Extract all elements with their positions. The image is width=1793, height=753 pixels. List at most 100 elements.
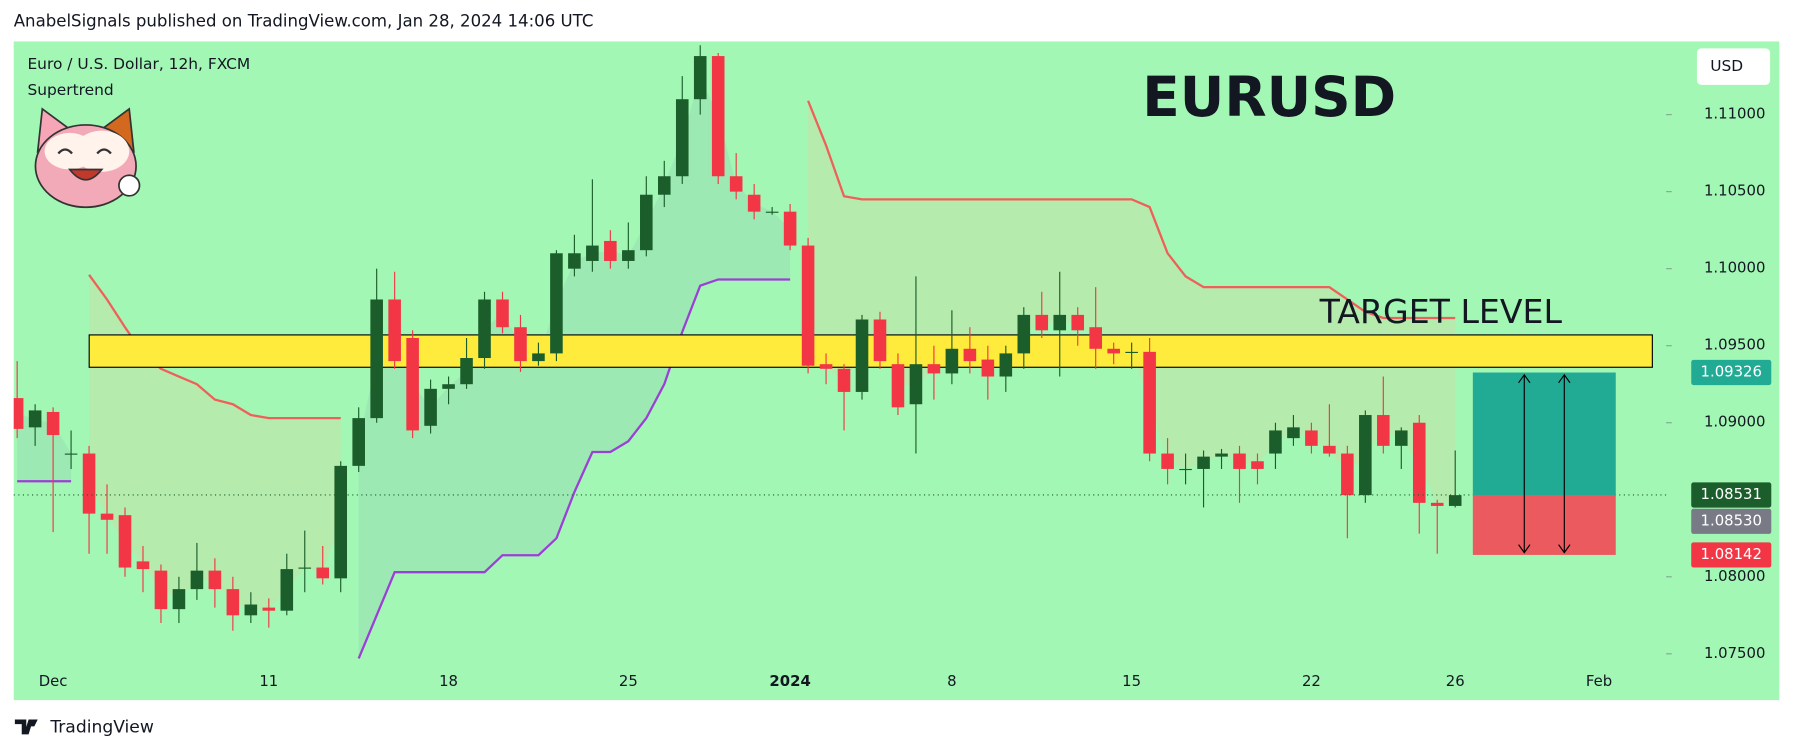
candle-body [981,359,995,377]
candle-body [28,410,42,428]
y-tick-label: 1.09000 [1704,413,1765,431]
price-tag-label: 1.08530 [1701,511,1762,529]
arrow-head [1558,544,1571,554]
candle-body [514,327,527,362]
candle-body [172,589,186,610]
x-tick-label: 26 [1446,672,1465,690]
x-tick-label: 18 [439,672,458,690]
x-tick-label: Dec [39,672,68,690]
y-tick-label: 1.07500 [1704,644,1765,662]
candle-body [801,245,815,366]
trend-fill [89,274,341,610]
candle-body [1125,351,1138,354]
candle-body [298,567,312,569]
indicator-label: Supertrend [27,81,113,99]
price-tag [1691,482,1772,508]
candle-body [1107,348,1120,354]
arrow-head [1558,373,1571,384]
candle-body [693,56,707,100]
y-tick-label: 1.10000 [1704,259,1765,277]
candle-body [370,299,383,419]
candle-body [855,319,869,392]
candle-body [532,353,545,362]
candle-body [1412,422,1426,503]
candle-body [1377,415,1390,446]
candle-body [550,253,563,354]
candle-body [226,589,240,616]
candle-body [640,194,653,251]
chart-title: EURUSD [1142,65,1396,129]
candle-body [496,299,509,328]
price-tag-label: 1.08531 [1701,485,1762,503]
annotation: TARGET LEVEL [1319,292,1563,331]
y-tick-label: 1.09500 [1704,336,1765,354]
candle-body [1179,468,1192,471]
mascot [34,107,141,209]
candle-body [1287,427,1300,439]
currency-label[interactable]: USD [1710,57,1743,75]
candle-body [999,353,1013,377]
candle-body [927,364,941,374]
candle-body [747,194,761,212]
candle-body [675,99,689,177]
candle-body [316,567,330,579]
x-tick-label: 11 [259,672,278,690]
candle-body [334,465,348,579]
arrow-head [1518,544,1531,554]
candle-body [891,364,905,408]
candle-body [406,338,419,431]
candle-body [280,569,294,611]
trend-fill [808,100,1456,505]
candle-body [604,240,617,261]
candle-body [1215,453,1228,457]
candle-body [460,358,473,385]
currency-button[interactable] [1696,48,1771,85]
candle-body [82,453,96,514]
x-tick-label: 2024 [769,672,810,690]
price-tag [1691,508,1772,534]
candle-body [190,570,204,590]
price-tag-label: 1.08142 [1701,545,1762,563]
candle-body [100,513,114,520]
y-tick-label: 1.08000 [1704,567,1765,585]
supertrend-line [357,278,791,659]
candle-body [244,604,258,616]
candle-body [1089,327,1102,349]
candle-body [388,299,401,362]
candle-body [1305,430,1318,446]
x-tick-label: 15 [1122,672,1141,690]
candle-body [963,348,977,362]
y-tick-label: 1.10500 [1704,182,1765,200]
trend-fill [17,413,72,482]
candle-body [1269,430,1282,454]
candle-body [729,176,743,192]
y-tick-label: 1.11000 [1704,105,1765,123]
candle-body [586,245,599,261]
candle-body [1143,351,1156,454]
x-tick-label: 25 [619,672,638,690]
candle-body [13,398,24,429]
profit-zone [1472,372,1616,495]
candle-body [1448,495,1462,506]
candle-body [262,607,276,611]
candle-body [819,364,833,369]
candle-body [568,253,581,269]
trend-fill [358,77,791,659]
candle-body [909,364,923,405]
candle-body [154,570,168,610]
arrow-head [1518,373,1531,384]
candle-body [478,299,491,359]
candle-body [1053,314,1067,331]
candle-body [1017,314,1031,354]
header: AnabelSignals published on TradingView.c… [14,12,594,31]
candle-body [442,384,455,389]
candle-body [118,515,132,568]
candle-body [1251,461,1264,469]
candle-body [622,250,635,261]
price-tag-label: 1.09326 [1701,363,1762,381]
target-zone [88,334,1653,368]
symbol-label: Euro / U.S. Dollar, 12h, FXCM [27,55,250,73]
candle-body [1394,430,1408,446]
